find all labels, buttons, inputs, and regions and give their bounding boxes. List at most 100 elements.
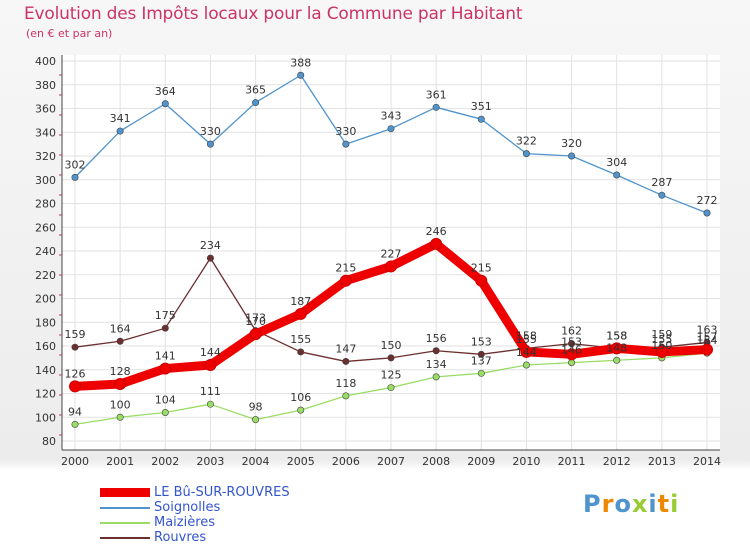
data-label: 104: [155, 394, 176, 407]
data-label: 153: [561, 335, 582, 348]
data-label: 144: [516, 346, 537, 359]
data-point: [71, 173, 79, 181]
data-point: [206, 254, 214, 262]
data-point: [116, 413, 124, 421]
data-label: 330: [335, 125, 356, 138]
data-point: [159, 362, 172, 375]
data-point: [432, 347, 440, 355]
data-point: [520, 345, 533, 358]
data-label: 126: [65, 367, 86, 380]
y-tick-label: 360: [35, 103, 56, 116]
data-label: 150: [651, 339, 672, 352]
legend-item: Maizières: [100, 515, 290, 530]
data-point: [297, 406, 305, 414]
x-tick-label: 2011: [558, 455, 586, 468]
data-label: 215: [471, 262, 492, 275]
data-label: 153: [471, 335, 492, 348]
data-point: [204, 359, 217, 371]
brand-letter: x: [631, 490, 649, 518]
data-label: 330: [200, 125, 221, 138]
data-label: 159: [651, 328, 672, 341]
legend-swatch: [100, 536, 150, 539]
legend-item: Soignolles: [100, 500, 290, 515]
y-tick-label: 380: [35, 79, 56, 92]
data-label: 111: [200, 385, 221, 398]
data-point: [522, 150, 530, 158]
data-label: 118: [335, 377, 356, 390]
data-point: [206, 400, 214, 408]
data-label: 364: [155, 85, 176, 98]
x-tick-label: 2005: [287, 455, 315, 468]
data-point: [568, 340, 576, 348]
data-point: [565, 348, 578, 361]
data-label: 173: [245, 312, 266, 325]
data-point: [297, 348, 305, 356]
data-label: 159: [65, 328, 86, 341]
data-label: 98: [249, 401, 263, 414]
data-point: [161, 324, 169, 332]
data-label: 148: [606, 341, 627, 354]
data-point: [387, 354, 395, 362]
brand-letter: P: [583, 490, 602, 518]
data-point: [387, 384, 395, 392]
data-point: [71, 420, 79, 428]
data-label: 125: [381, 369, 402, 382]
x-tick-label: 2006: [332, 455, 360, 468]
brand-logo: Proxiti: [583, 490, 679, 518]
y-tick-label: 300: [35, 174, 56, 187]
data-point: [703, 209, 711, 217]
data-point: [206, 140, 214, 148]
data-point: [385, 260, 397, 273]
x-tick-label: 2008: [422, 455, 450, 468]
data-label: 272: [697, 194, 718, 207]
data-label: 94: [68, 405, 82, 418]
y-tick-label: 280: [35, 198, 56, 211]
data-label: 227: [381, 247, 402, 260]
data-point: [430, 237, 443, 250]
brand-letter: o: [614, 490, 632, 518]
y-tick-label: 200: [35, 293, 56, 306]
data-point: [294, 307, 307, 320]
data-label: 147: [335, 342, 356, 355]
data-point: [71, 343, 79, 351]
brand-letter: i: [670, 490, 680, 518]
data-label: 246: [426, 225, 447, 238]
data-label: 155: [651, 333, 672, 346]
data-label: 287: [651, 176, 672, 189]
data-point: [252, 416, 260, 424]
x-tick-label: 2003: [196, 455, 224, 468]
chart-subtitle: (en € et par an): [26, 27, 113, 40]
x-tick-label: 2001: [106, 455, 134, 468]
data-label: 304: [606, 156, 627, 169]
y-tick-label: 240: [35, 245, 56, 258]
data-label: 351: [471, 100, 492, 113]
data-label: 187: [290, 295, 311, 308]
data-label: 361: [426, 88, 447, 101]
legend-item: Rouvres: [100, 530, 290, 545]
data-label: 322: [516, 135, 537, 148]
data-point: [252, 99, 260, 107]
legend-swatch: [100, 521, 150, 524]
data-label: 154: [697, 334, 718, 347]
x-tick-label: 2012: [603, 455, 631, 468]
y-tick-label: 160: [35, 340, 56, 353]
x-tick-label: 2000: [61, 455, 89, 468]
data-label: 170: [245, 315, 266, 328]
data-label: 320: [561, 137, 582, 150]
y-tick-label: 340: [35, 126, 56, 139]
x-tick-label: 2009: [467, 455, 495, 468]
legend-label: LE Bû-SUR-ROUVRES: [154, 485, 290, 500]
data-label: 134: [426, 358, 447, 371]
data-label: 365: [245, 84, 266, 97]
x-tick-label: 2007: [377, 455, 405, 468]
data-point: [69, 380, 81, 393]
data-label: 146: [561, 344, 582, 357]
data-label: 100: [110, 398, 131, 411]
legend-item: LE Bû-SUR-ROUVRES: [100, 485, 290, 500]
chart-legend: LE Bû-SUR-ROUVRES Soignolles Maizières R…: [100, 485, 290, 545]
brand-letter: i: [648, 490, 658, 518]
data-label: 341: [110, 112, 131, 125]
legend-swatch: [100, 506, 150, 509]
data-point: [522, 361, 530, 369]
